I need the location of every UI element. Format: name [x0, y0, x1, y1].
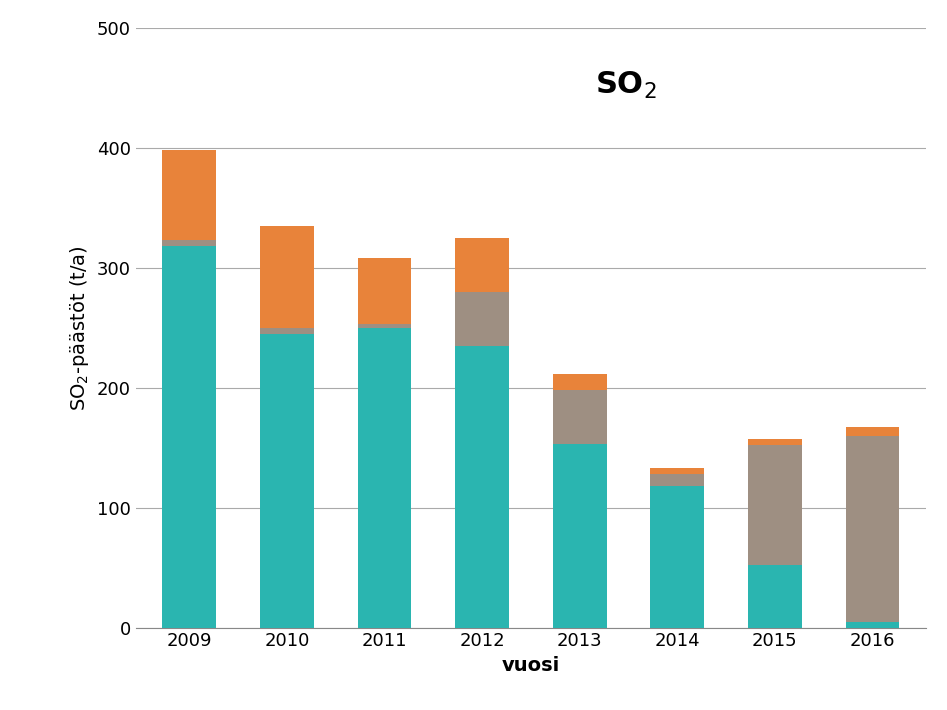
Bar	[163, 246, 216, 628]
Bar	[651, 486, 705, 628]
Bar	[358, 328, 411, 628]
Bar	[163, 151, 216, 240]
Bar	[553, 390, 606, 444]
Bar	[553, 374, 606, 390]
Bar	[748, 565, 802, 628]
Bar	[553, 444, 606, 628]
Bar	[260, 328, 313, 334]
Bar	[748, 445, 802, 565]
Bar	[651, 474, 705, 486]
Bar	[456, 292, 509, 346]
Bar	[846, 427, 900, 436]
Bar	[846, 621, 900, 628]
Text: SO$_2$: SO$_2$	[595, 70, 656, 101]
Bar	[748, 439, 802, 445]
Bar	[163, 240, 216, 246]
Bar	[358, 258, 411, 324]
Y-axis label: SO$_{2}$-päästöt (t/a): SO$_{2}$-päästöt (t/a)	[68, 245, 91, 410]
Bar	[456, 346, 509, 628]
X-axis label: vuosi: vuosi	[502, 656, 560, 675]
Bar	[260, 334, 313, 628]
Bar	[651, 468, 705, 474]
Bar	[358, 324, 411, 328]
Bar	[456, 238, 509, 292]
Bar	[260, 226, 313, 328]
Bar	[846, 436, 900, 621]
